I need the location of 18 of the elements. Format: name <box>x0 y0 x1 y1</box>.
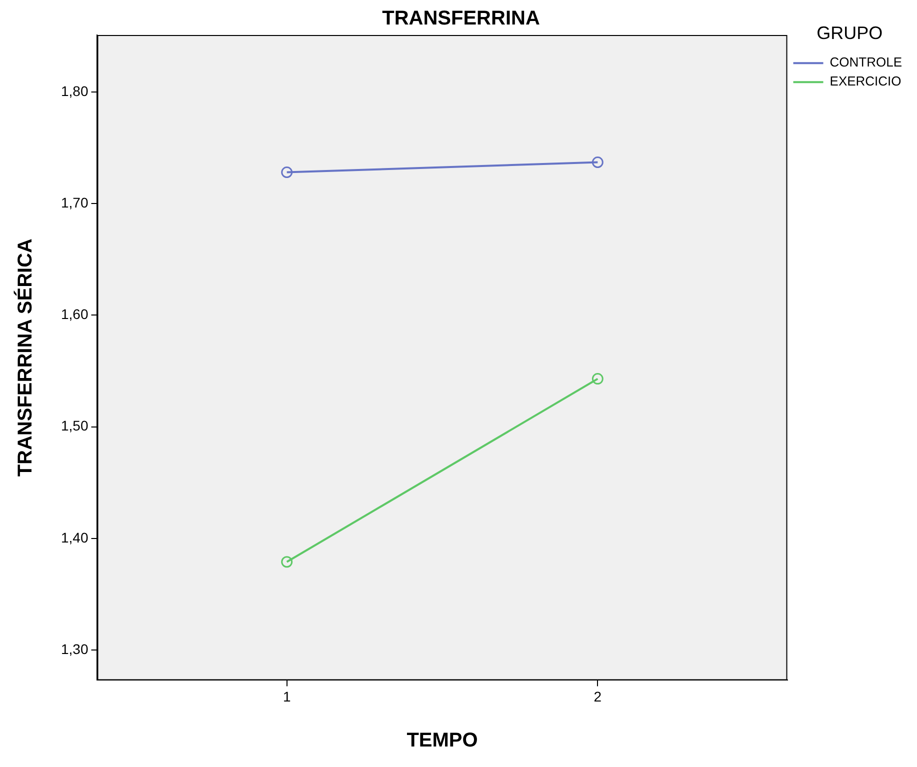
y-tick-label: 1,80 <box>61 82 88 99</box>
y-tick-label: 1,70 <box>61 194 88 210</box>
y-tick-label: 1,60 <box>61 306 88 322</box>
y-axis-title: TRANSFERRINA SÉRICA <box>14 238 37 477</box>
chart-title: TRANSFERRINA <box>382 8 540 30</box>
point <box>281 166 293 178</box>
legend-label: CONTROLE <box>830 54 902 70</box>
point <box>592 373 604 385</box>
x-axis-title: TEMPO <box>406 730 478 752</box>
y-tick-label: 1,50 <box>61 418 88 434</box>
legend-title: GRUPO <box>816 22 883 43</box>
y-tick-label: 1,30 <box>61 640 88 657</box>
x-tick-label: 2 <box>594 688 602 704</box>
point <box>281 556 293 568</box>
y-tick-label: 1,40 <box>61 529 88 546</box>
x-tick-label: 1 <box>282 688 291 704</box>
legend-label: EXERCICIO <box>830 74 902 89</box>
point <box>592 156 604 168</box>
